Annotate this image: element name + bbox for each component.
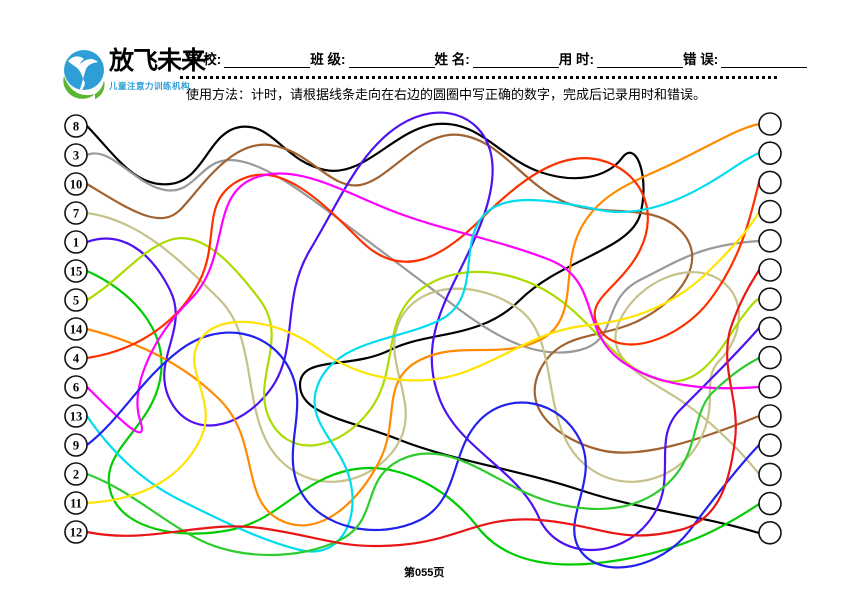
maze-line-14 bbox=[85, 122, 761, 527]
answer-circle-1[interactable] bbox=[758, 112, 782, 136]
left-circle-10 bbox=[64, 172, 88, 196]
field-time-label: 用 时: bbox=[558, 52, 594, 67]
answer-circle-8[interactable] bbox=[758, 316, 782, 341]
answer-circle-9[interactable] bbox=[758, 345, 782, 370]
answer-circle-5[interactable] bbox=[758, 229, 782, 253]
maze-line-9 bbox=[85, 331, 761, 569]
left-circle-number: 10 bbox=[70, 178, 83, 192]
maze-line-3 bbox=[85, 152, 761, 354]
left-circle-12 bbox=[64, 520, 88, 544]
answer-circle-6[interactable] bbox=[758, 258, 782, 282]
field-school-blank[interactable] bbox=[224, 53, 311, 68]
field-school: 学 校: bbox=[186, 48, 311, 68]
left-circle-3 bbox=[64, 143, 88, 167]
field-class-label: 班 级: bbox=[310, 52, 346, 67]
field-name: 姓 名: bbox=[435, 48, 559, 68]
field-name-blank[interactable] bbox=[472, 53, 559, 68]
maze-line-5 bbox=[85, 237, 761, 447]
left-circle-14 bbox=[64, 317, 88, 341]
maze-line-6 bbox=[85, 172, 761, 434]
maze-line-2 bbox=[85, 356, 761, 557]
answer-circle-7[interactable] bbox=[758, 287, 782, 312]
left-circle-4 bbox=[64, 346, 88, 370]
left-circle-number: 11 bbox=[70, 497, 82, 511]
brand-subtitle: 儿童注意力训练机构 bbox=[109, 81, 191, 91]
left-circle-7 bbox=[64, 201, 88, 225]
left-circle-5 bbox=[64, 288, 88, 312]
left-circle-number: 7 bbox=[73, 207, 79, 221]
maze-line-11 bbox=[85, 210, 761, 505]
field-time-blank[interactable] bbox=[597, 53, 683, 68]
maze-line-10 bbox=[85, 133, 761, 454]
dotted-separator bbox=[180, 76, 777, 79]
left-circle-2 bbox=[64, 462, 88, 486]
field-class-blank[interactable] bbox=[348, 53, 435, 68]
left-circle-number: 1 bbox=[73, 236, 79, 250]
left-circle-15 bbox=[64, 259, 88, 283]
form-fields-row: 学 校: 班 级: 姓 名: 用 时: 错 误: bbox=[186, 48, 808, 68]
left-circle-9 bbox=[64, 433, 88, 457]
left-circle-13 bbox=[64, 404, 88, 428]
left-circle-6 bbox=[64, 375, 88, 399]
maze-line-8 bbox=[85, 122, 761, 535]
answer-circle-11[interactable] bbox=[758, 404, 782, 428]
left-circle-number: 14 bbox=[70, 323, 83, 337]
maze-line-1 bbox=[85, 111, 761, 551]
field-errors-label: 错 误: bbox=[683, 52, 719, 67]
left-circle-number: 9 bbox=[73, 439, 79, 453]
maze-line-15 bbox=[85, 269, 761, 566]
left-circle-number: 13 bbox=[70, 410, 83, 424]
logo: 放飞未来® 儿童注意力训练机构 bbox=[62, 47, 211, 105]
answer-circle-3[interactable] bbox=[758, 170, 782, 195]
left-circle-number: 12 bbox=[70, 526, 83, 540]
maze-line-12 bbox=[85, 268, 761, 548]
registered-mark: ® bbox=[205, 52, 211, 62]
left-circle-number: 2 bbox=[73, 468, 79, 482]
answer-circle-13[interactable] bbox=[758, 462, 782, 487]
left-circle-number: 6 bbox=[73, 381, 79, 395]
answer-circle-4[interactable] bbox=[758, 199, 782, 224]
left-circle-number: 15 bbox=[70, 265, 83, 279]
left-circle-8 bbox=[64, 114, 88, 138]
left-circle-number: 5 bbox=[73, 294, 79, 308]
left-circle-11 bbox=[64, 491, 88, 515]
maze-line-7 bbox=[85, 211, 761, 483]
left-circle-number: 4 bbox=[73, 352, 80, 366]
field-name-label: 姓 名: bbox=[434, 52, 470, 67]
field-errors-blank[interactable] bbox=[721, 53, 808, 68]
maze-line-4 bbox=[85, 157, 761, 360]
field-school-label: 学 校: bbox=[186, 52, 222, 67]
field-time: 用 时: bbox=[559, 48, 683, 68]
answer-circle-10[interactable] bbox=[758, 374, 782, 399]
answer-circle-12[interactable] bbox=[758, 433, 782, 458]
answer-circle-14[interactable] bbox=[758, 491, 782, 516]
answer-circle-2[interactable] bbox=[758, 141, 782, 165]
brand-title: 放飞未来® bbox=[109, 47, 211, 75]
field-errors: 错 误: bbox=[683, 48, 808, 68]
left-circle-number: 3 bbox=[73, 149, 79, 163]
brand-logo-icon bbox=[63, 50, 105, 99]
page-number: 第055页 bbox=[404, 567, 445, 579]
answer-circle-15[interactable] bbox=[758, 520, 782, 545]
left-circle-1 bbox=[64, 230, 88, 254]
left-circle-number: 8 bbox=[73, 120, 79, 134]
instruction-text: 使用方法：计时，请根据线条走向在右边的圆圈中写正确的数字，完成后记录用时和错误。 bbox=[186, 87, 707, 102]
field-class: 班 级: bbox=[310, 48, 435, 68]
